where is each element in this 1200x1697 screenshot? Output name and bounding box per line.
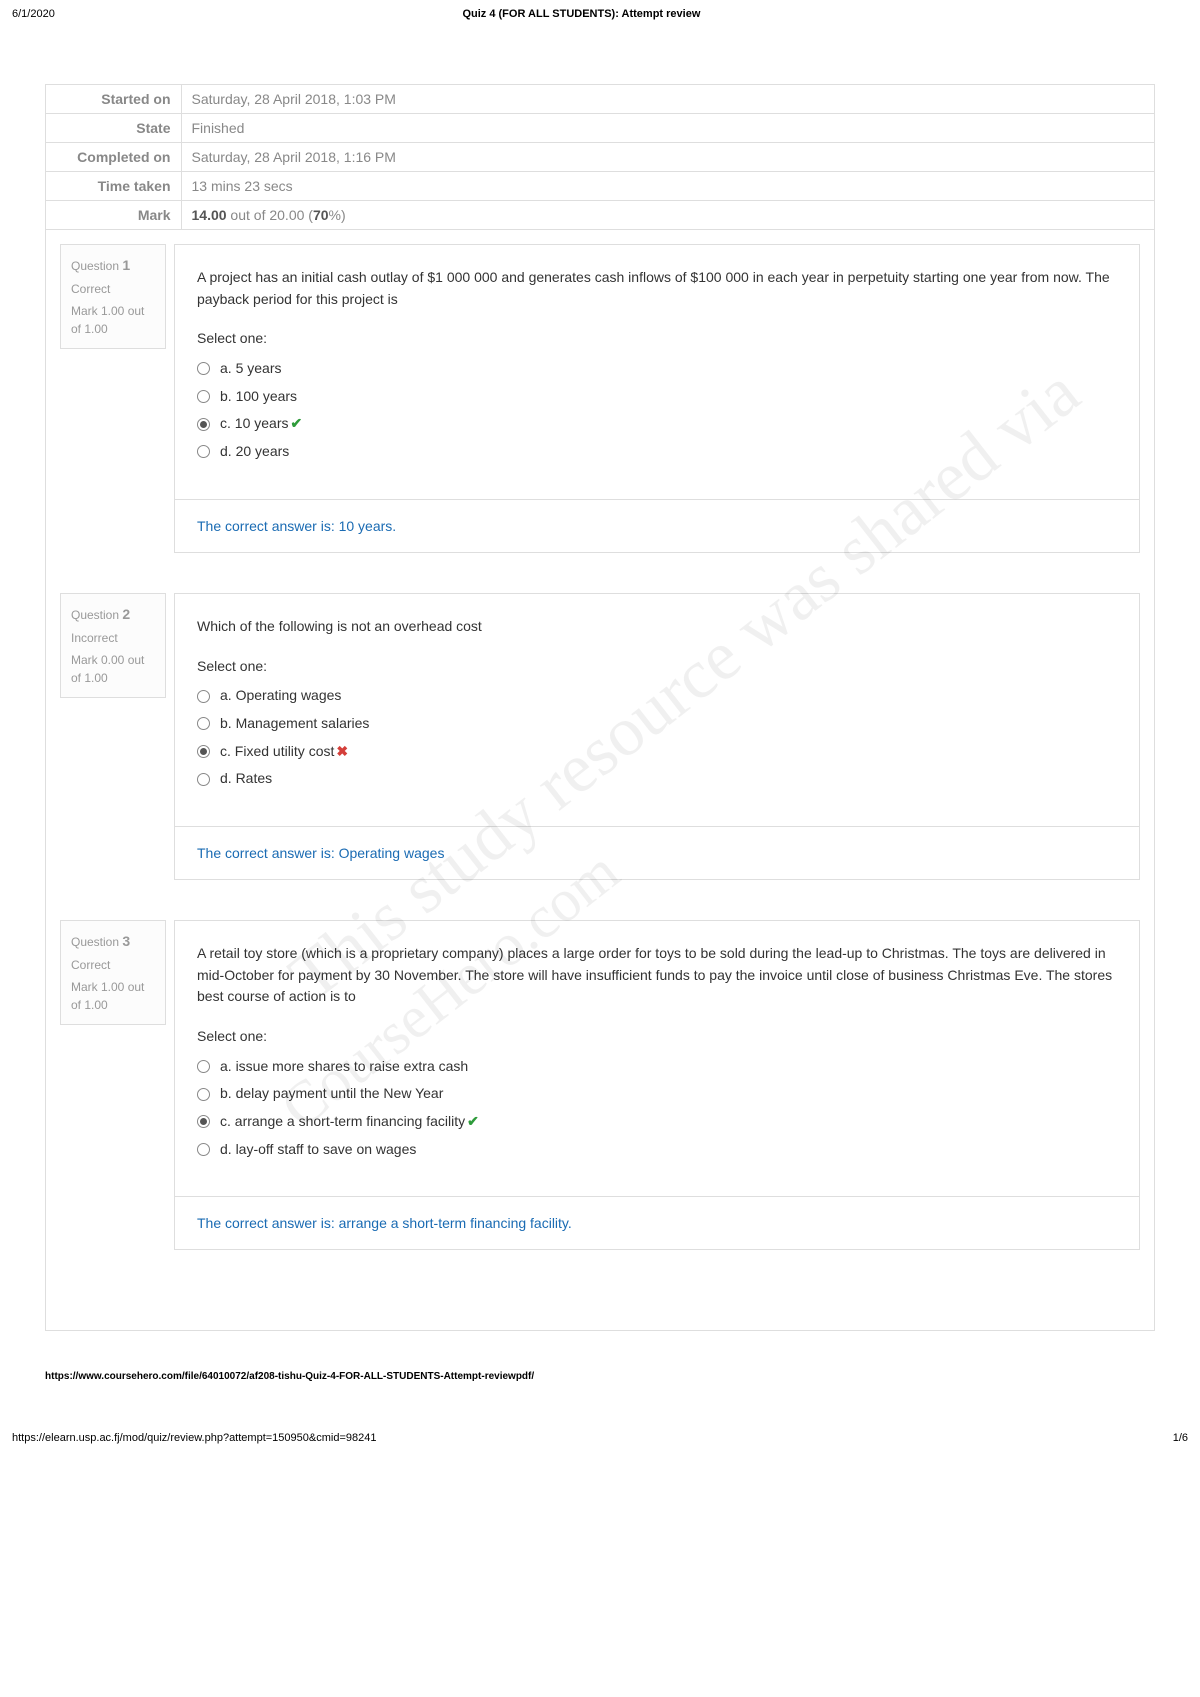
option-label: b. delay payment until the New Year [220, 1083, 443, 1105]
radio-icon[interactable] [197, 445, 210, 458]
answer-option[interactable]: a. Operating wages [197, 685, 1117, 707]
question-block: Question 3 Correct Mark 1.00 out of 1.00 A … [60, 920, 1140, 1279]
question-number: 2 [122, 606, 130, 622]
answer-option[interactable]: c. arrange a short-term financing facili… [197, 1111, 1117, 1133]
feedback-box: The correct answer is: Operating wages [174, 827, 1140, 880]
summary-label: State [46, 114, 181, 143]
question-state: Incorrect [71, 629, 155, 647]
source-url: https://www.coursehero.com/file/64010072… [45, 1371, 1200, 1382]
radio-icon[interactable] [197, 1088, 210, 1101]
question-state: Correct [71, 280, 155, 298]
answer-option[interactable]: d. Rates [197, 768, 1117, 790]
question-text: A retail toy store (which is a proprieta… [197, 943, 1117, 1008]
option-label: a. Operating wages [220, 685, 341, 707]
page-footer: https://elearn.usp.ac.fj/mod/quiz/review… [0, 1382, 1200, 1456]
question-text: Which of the following is not an overhea… [197, 616, 1117, 638]
answer-option[interactable]: b. Management salaries [197, 713, 1117, 735]
option-label: a. 5 years [220, 358, 281, 380]
footer-page-number: 1/6 [1173, 1432, 1188, 1444]
answer-option[interactable]: d. lay-off staff to save on wages [197, 1139, 1117, 1161]
summary-label: Completed on [46, 143, 181, 172]
question-mark: Mark 0.00 out of 1.00 [71, 651, 155, 687]
option-label: d. lay-off staff to save on wages [220, 1139, 416, 1161]
option-label: a. issue more shares to raise extra cash [220, 1056, 468, 1078]
answer-option[interactable]: a. 5 years [197, 358, 1117, 380]
answer-option[interactable]: a. issue more shares to raise extra cash [197, 1056, 1117, 1078]
question-info: Question 3 Correct Mark 1.00 out of 1.00 [60, 920, 166, 1025]
select-one-label: Select one: [197, 656, 1117, 678]
radio-icon[interactable] [197, 773, 210, 786]
question-label: Question 1 [71, 255, 155, 276]
header-date: 6/1/2020 [12, 8, 55, 20]
question-state: Correct [71, 956, 155, 974]
question-body: A project has an initial cash outlay of … [174, 244, 1140, 500]
header-title: Quiz 4 (FOR ALL STUDENTS): Attempt revie… [55, 8, 1108, 20]
question-mark: Mark 1.00 out of 1.00 [71, 302, 155, 338]
questions-wrap: Question 1 Correct Mark 1.00 out of 1.00 A … [46, 230, 1154, 1330]
question-content: A retail toy store (which is a proprieta… [174, 920, 1140, 1279]
option-label: c. 10 years [220, 413, 288, 435]
summary-value: Saturday, 28 April 2018, 1:03 PM [181, 85, 1154, 114]
question-text: A project has an initial cash outlay of … [197, 267, 1117, 310]
answer-option[interactable]: c. Fixed utility cost✖ [197, 741, 1117, 763]
question-body: A retail toy store (which is a proprieta… [174, 920, 1140, 1198]
check-icon: ✔ [290, 413, 302, 435]
radio-icon[interactable] [197, 1060, 210, 1073]
option-label: c. Fixed utility cost [220, 741, 334, 763]
header-spacer [1108, 8, 1188, 20]
radio-icon[interactable] [197, 1143, 210, 1156]
answer-option[interactable]: c. 10 years✔ [197, 413, 1117, 435]
select-one-label: Select one: [197, 1026, 1117, 1048]
summary-mark-value: 14.00 out of 20.00 (70%) [181, 201, 1154, 230]
feedback-box: The correct answer is: arrange a short-t… [174, 1197, 1140, 1250]
radio-icon[interactable] [197, 418, 210, 431]
summary-value: Saturday, 28 April 2018, 1:16 PM [181, 143, 1154, 172]
question-label: Question 3 [71, 931, 155, 952]
radio-icon[interactable] [197, 362, 210, 375]
question-mark: Mark 1.00 out of 1.00 [71, 978, 155, 1014]
answer-option[interactable]: b. delay payment until the New Year [197, 1083, 1117, 1105]
summary-value: Finished [181, 114, 1154, 143]
cross-icon: ✖ [336, 741, 348, 763]
attempt-summary-table: Started onSaturday, 28 April 2018, 1:03 … [46, 85, 1154, 230]
feedback-box: The correct answer is: 10 years. [174, 500, 1140, 553]
option-label: b. 100 years [220, 386, 297, 408]
radio-icon[interactable] [197, 390, 210, 403]
question-info: Question 2 Incorrect Mark 0.00 out of 1.00 [60, 593, 166, 698]
page-header: 6/1/2020 Quiz 4 (FOR ALL STUDENTS): Atte… [0, 0, 1200, 24]
radio-icon[interactable] [197, 690, 210, 703]
question-block: Question 1 Correct Mark 1.00 out of 1.00 A … [60, 244, 1140, 581]
option-label: d. Rates [220, 768, 272, 790]
radio-icon[interactable] [197, 745, 210, 758]
question-body: Which of the following is not an overhea… [174, 593, 1140, 827]
question-label: Question 2 [71, 604, 155, 625]
option-label: c. arrange a short-term financing facili… [220, 1111, 465, 1133]
answer-option[interactable]: b. 100 years [197, 386, 1117, 408]
question-content: A project has an initial cash outlay of … [174, 244, 1140, 581]
question-content: Which of the following is not an overhea… [174, 593, 1140, 908]
check-icon: ✔ [467, 1111, 479, 1133]
summary-label: Time taken [46, 172, 181, 201]
radio-icon[interactable] [197, 1115, 210, 1128]
select-one-label: Select one: [197, 328, 1117, 350]
option-label: d. 20 years [220, 441, 289, 463]
question-number: 1 [122, 257, 130, 273]
question-number: 3 [122, 933, 130, 949]
question-block: Question 2 Incorrect Mark 0.00 out of 1.00… [60, 593, 1140, 908]
question-info: Question 1 Correct Mark 1.00 out of 1.00 [60, 244, 166, 349]
summary-label: Mark [46, 201, 181, 230]
summary-value: 13 mins 23 secs [181, 172, 1154, 201]
summary-label: Started on [46, 85, 181, 114]
radio-icon[interactable] [197, 717, 210, 730]
option-label: b. Management salaries [220, 713, 369, 735]
answer-option[interactable]: d. 20 years [197, 441, 1117, 463]
footer-url: https://elearn.usp.ac.fj/mod/quiz/review… [12, 1432, 376, 1444]
quiz-review-container: This study resource was shared via Cours… [45, 84, 1155, 1331]
